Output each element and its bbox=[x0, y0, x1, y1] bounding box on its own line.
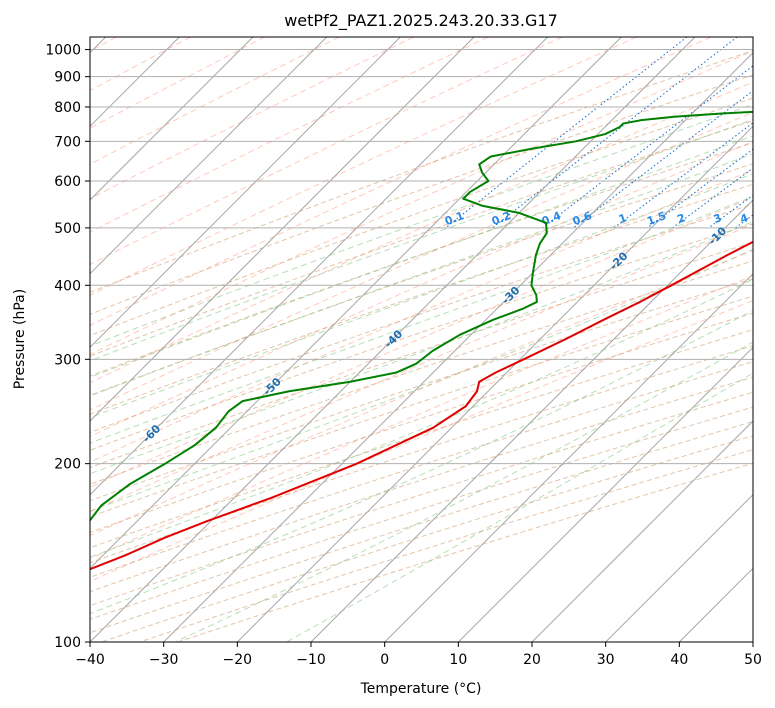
reference-lines bbox=[90, 37, 753, 642]
temperature-reference-line bbox=[90, 169, 753, 463]
mixing-ratio-label: 0.1 bbox=[443, 209, 466, 228]
y-tick-label: 1000 bbox=[45, 43, 81, 59]
isotherm-line bbox=[531, 420, 753, 642]
y-axis: 100 200 300 400 500 600 700 800 900 1000 bbox=[45, 43, 90, 651]
isotherm-line bbox=[90, 37, 328, 275]
y-tick-label: 600 bbox=[54, 174, 81, 190]
y-tick-label: 200 bbox=[54, 457, 81, 473]
y-tick-label: 300 bbox=[54, 352, 81, 368]
dry-adiabat-line bbox=[90, 376, 753, 593]
moist-adiabat-line bbox=[90, 173, 753, 419]
y-axis-title: Pressure (hPa) bbox=[12, 289, 28, 389]
isotherm-line bbox=[90, 37, 254, 201]
mixing-ratio-line bbox=[542, 65, 753, 229]
mixing-ratio-label: 0.6 bbox=[571, 209, 594, 228]
dry-adiabat-line bbox=[90, 361, 753, 578]
x-tick-label: 20 bbox=[523, 652, 541, 668]
x-tick-label: −30 bbox=[149, 652, 179, 668]
y-tick-label: 900 bbox=[54, 70, 81, 86]
mixing-ratio-line bbox=[672, 167, 753, 229]
dry-adiabat-line bbox=[90, 120, 753, 357]
chart-title: wetPf2_PAZ1.2025.243.20.33.G17 bbox=[284, 11, 558, 31]
mixing-ratio-label: 0.2 bbox=[490, 209, 513, 228]
x-axis-title: Temperature (°C) bbox=[360, 681, 482, 697]
moist-adiabat-line bbox=[90, 278, 753, 558]
x-tick-label: 50 bbox=[744, 652, 762, 668]
dry-adiabat-line bbox=[177, 462, 753, 642]
mixing-ratio-line bbox=[613, 122, 753, 229]
x-tick-label: 10 bbox=[449, 652, 467, 668]
mixing-ratio-label: 1 bbox=[617, 211, 629, 226]
isotherm-line bbox=[752, 641, 753, 642]
isotherm-line bbox=[90, 37, 622, 570]
mixing-ratio-label: 4 bbox=[738, 211, 750, 226]
isotherm-line bbox=[236, 125, 753, 642]
isotherm-line bbox=[90, 37, 549, 496]
plot-frame bbox=[89, 36, 754, 643]
temperature-reference-line bbox=[90, 37, 340, 165]
dry-adiabat-line bbox=[101, 435, 753, 642]
dry-adiabat-line bbox=[90, 183, 753, 415]
x-tick-label: 30 bbox=[597, 652, 615, 668]
isotherm-line bbox=[457, 346, 753, 642]
isotherm-line bbox=[310, 199, 753, 642]
dry-adiabat-line bbox=[90, 203, 753, 433]
mixing-ratio-label: 2 bbox=[676, 211, 688, 226]
x-tick-label: −40 bbox=[75, 652, 105, 668]
temperature-reference-line bbox=[90, 299, 753, 583]
temperature-profile-line bbox=[90, 240, 753, 571]
isotherm-line bbox=[90, 37, 401, 349]
temperature-reference-line bbox=[90, 50, 753, 356]
x-tick-label: 40 bbox=[670, 652, 688, 668]
isotherm-label: -70 bbox=[20, 468, 43, 491]
temperature-reference-line bbox=[90, 37, 637, 296]
plot-background bbox=[90, 37, 753, 642]
dry-adiabat-line bbox=[90, 142, 753, 377]
dry-adiabat-line bbox=[90, 329, 753, 549]
moist-adiabat-line bbox=[90, 195, 753, 444]
dry-adiabat-line bbox=[90, 278, 753, 502]
moist-adiabat-line bbox=[90, 153, 753, 397]
isotherm-line bbox=[90, 37, 475, 422]
mixing-ratio-label: 3 bbox=[712, 211, 724, 226]
y-tick-label: 700 bbox=[54, 134, 81, 150]
mixing-ratio-line bbox=[445, 37, 688, 229]
y-tick-label: 100 bbox=[54, 635, 81, 651]
dry-adiabat-line bbox=[90, 345, 753, 564]
y-tick-label: 800 bbox=[54, 100, 81, 116]
dry-adiabat-line bbox=[139, 449, 753, 642]
x-tick-label: −10 bbox=[296, 652, 326, 668]
x-axis: −40 −30 −20 −10 0 10 20 30 40 50 bbox=[75, 642, 762, 668]
y-tick-label: 500 bbox=[54, 221, 81, 237]
temperature-reference-line bbox=[90, 37, 489, 233]
isotherm-line bbox=[384, 272, 753, 642]
temperature-reference-line bbox=[90, 111, 753, 411]
mixing-ratio-label: 1.5 bbox=[645, 209, 668, 228]
isotherm-line bbox=[163, 51, 753, 642]
isotherm-line bbox=[605, 493, 753, 642]
x-tick-label: 0 bbox=[380, 652, 389, 668]
moist-adiabat-line bbox=[90, 118, 753, 362]
temperature-reference-line bbox=[90, 140, 753, 438]
dry-adiabat-line bbox=[90, 223, 753, 451]
temperature-reference-line bbox=[90, 81, 753, 384]
temperature-reference-line bbox=[90, 223, 753, 513]
x-tick-label: −20 bbox=[223, 652, 253, 668]
y-tick-label: 400 bbox=[54, 278, 81, 294]
dry-adiabat-line bbox=[90, 312, 753, 533]
